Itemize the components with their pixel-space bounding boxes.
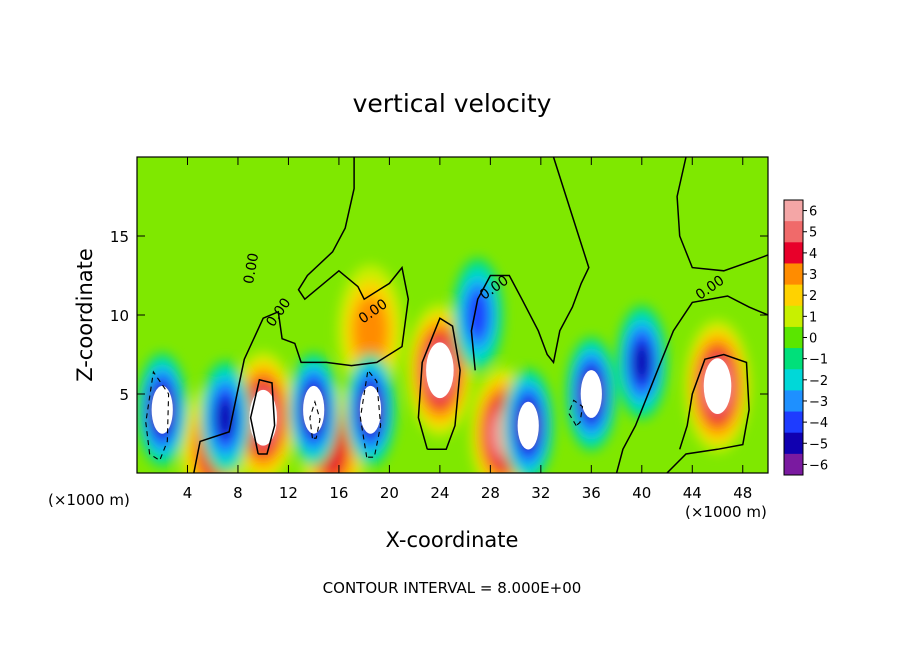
colorbar-swatch <box>784 263 803 286</box>
updraft-core <box>249 389 277 446</box>
y-axis-label: Z-coordinate <box>73 248 97 382</box>
x-tick-label: 48 <box>733 484 752 502</box>
x-axis: 4 8 12 16 20 24 28 32 36 40 44 48 <box>183 157 752 502</box>
x-tick-label: 20 <box>380 484 399 502</box>
zero-contour <box>666 353 750 473</box>
chart-title: vertical velocity <box>353 89 552 118</box>
x-tick-label: 44 <box>683 484 702 502</box>
downdraft-core <box>303 385 325 434</box>
contour-label: 0.00 <box>241 252 262 285</box>
colorbar-label: −1 <box>809 353 828 368</box>
downdraft-core <box>151 385 173 434</box>
x-tick-label: 8 <box>233 484 243 502</box>
colorbar-swatch <box>784 411 803 434</box>
x-tick-label: 12 <box>279 484 298 502</box>
zero-contour <box>676 157 768 272</box>
colorbar-label: 1 <box>809 310 817 325</box>
colorbar-label: −4 <box>809 416 828 431</box>
downdraft-core <box>580 370 602 418</box>
zero-contour <box>417 317 461 451</box>
negative-contour <box>309 400 321 439</box>
colorbar-swatch <box>784 200 803 222</box>
zero-contour <box>470 157 590 371</box>
colorbar-swatch <box>784 326 803 349</box>
x-tick-label: 40 <box>632 484 651 502</box>
velocity-cores <box>151 342 732 450</box>
x-tick-label: 16 <box>329 484 348 502</box>
plot-area <box>137 157 768 473</box>
negative-contour <box>145 370 170 462</box>
downdraft-band <box>632 342 651 383</box>
colorbar-swatch <box>784 390 803 413</box>
colorbar-swatch <box>784 453 803 476</box>
x-tick-label: 4 <box>183 484 193 502</box>
colorbar-swatch <box>784 284 803 307</box>
negative-contour <box>359 368 382 458</box>
colorbar: 6 5 4 3 2 1 0 −1 −2 −3 −4 −5 −6 <box>783 199 828 476</box>
x-tick-label: 28 <box>481 484 500 502</box>
zero-contour <box>193 157 410 473</box>
colorbar-label: −6 <box>809 458 828 473</box>
colorbar-label: 2 <box>809 289 817 304</box>
y-axis: 5 10 15 <box>110 228 768 404</box>
zero-contour <box>615 295 768 473</box>
colorbar-swatch <box>784 432 803 455</box>
colorbar-swatch <box>784 369 803 391</box>
updraft-core <box>426 342 454 399</box>
colorbar-label: 5 <box>809 226 817 241</box>
contour-interval-note: CONTOUR INTERVAL = 8.000E+00 <box>323 579 582 597</box>
colorbar-label: −3 <box>809 395 828 410</box>
updraft-core <box>703 358 732 414</box>
y-tick-label: 10 <box>110 307 129 325</box>
x-tick-label: 36 <box>582 484 601 502</box>
y-tick-label: 15 <box>110 228 129 246</box>
colorbar-label: 4 <box>809 247 817 262</box>
x-axis-label: X-coordinate <box>386 528 519 552</box>
colorbar-label: 6 <box>809 205 817 220</box>
zero-contour <box>249 378 276 455</box>
contour-lines <box>145 157 768 473</box>
x-tick-label: 24 <box>430 484 449 502</box>
colorbar-swatch <box>784 221 803 243</box>
x-unit-right: (×1000 m) <box>685 503 767 521</box>
colorbar-label: 3 <box>809 268 817 283</box>
updraft-band <box>353 296 388 366</box>
colorbar-swatch <box>784 242 803 264</box>
colorbar-swatch <box>784 305 803 328</box>
y-tick-label: 5 <box>119 386 129 404</box>
colorbar-label: 0 <box>809 332 817 347</box>
colorbar-swatch <box>784 348 803 370</box>
negative-contour <box>567 399 584 427</box>
x-tick-label: 32 <box>531 484 550 502</box>
colorbar-label: −5 <box>809 437 828 452</box>
downdraft-core <box>517 401 539 450</box>
downdraft-core <box>359 385 382 434</box>
colorbar-label: −2 <box>809 374 828 389</box>
x-unit-left: (×1000 m) <box>48 491 130 509</box>
